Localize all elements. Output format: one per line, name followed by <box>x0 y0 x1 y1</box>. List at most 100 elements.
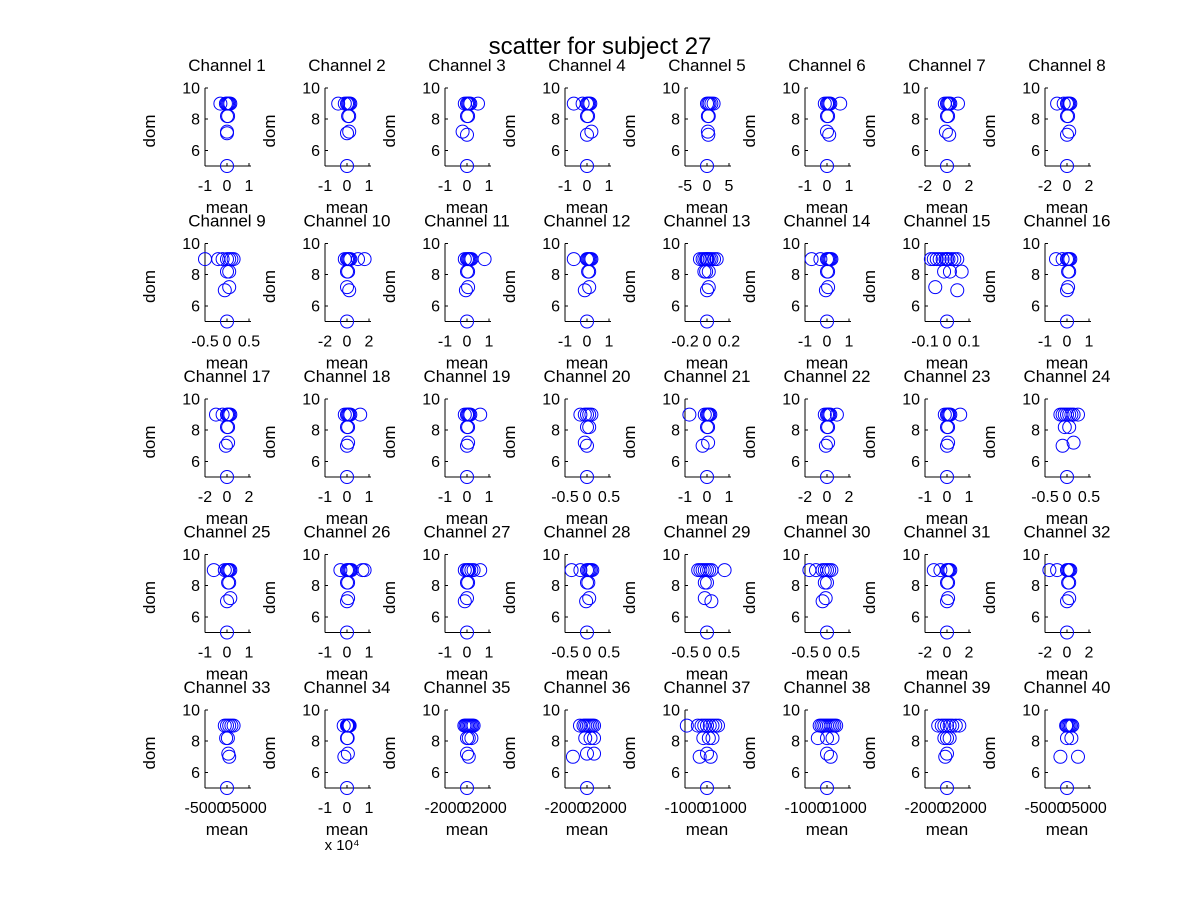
x-axis-label: mean <box>206 509 249 528</box>
panel-title: Channel 19 <box>424 367 511 386</box>
y-axis-label: dom <box>260 425 279 458</box>
y-tick-label: 6 <box>791 298 800 315</box>
x-axis-label: mean <box>926 509 969 528</box>
y-axis-label: dom <box>860 114 879 147</box>
panel-title: Channel 23 <box>904 367 991 386</box>
y-tick-label: 8 <box>791 734 800 751</box>
x-tick-label: 0.5 <box>838 645 860 662</box>
scatter-point <box>813 252 828 267</box>
y-tick-label: 10 <box>1022 236 1040 253</box>
scatter-point <box>1042 563 1057 578</box>
scatter-point <box>461 435 476 450</box>
x-tick-label: 0 <box>343 178 352 195</box>
x-tick-label: 0 <box>943 489 952 506</box>
scatter-point <box>923 252 938 267</box>
panel-title: Channel 33 <box>184 678 271 697</box>
x-tick-label: 1 <box>845 334 854 351</box>
y-tick-label: 8 <box>671 267 680 284</box>
scatter-point <box>1060 594 1074 609</box>
y-tick-label: 8 <box>911 112 920 129</box>
y-axis-label: dom <box>740 736 759 769</box>
y-axis-label: dom <box>620 270 639 303</box>
scatter-point <box>701 264 716 279</box>
x-tick-label: -1 <box>318 489 332 506</box>
panel-title: Channel 37 <box>664 678 751 697</box>
scatter-point <box>953 407 968 422</box>
x-tick-label: 0.5 <box>1078 489 1100 506</box>
y-tick-label: 6 <box>551 143 560 160</box>
scatter-point <box>950 283 965 298</box>
scatter-point <box>699 264 714 279</box>
scatter-point <box>1061 280 1076 295</box>
x-tick-label: 0 <box>823 800 832 817</box>
panel-13: Channel 13 6 8 10 -0.2 0 0.2 mean dom <box>620 212 750 373</box>
x-tick-label: 0 <box>1063 489 1072 506</box>
scatter-point <box>700 781 714 795</box>
y-tick-label: 8 <box>671 578 680 595</box>
scatter-point <box>940 731 954 746</box>
x-tick-label: 0 <box>943 800 952 817</box>
x-tick-label: 2 <box>1085 645 1094 662</box>
y-tick-label: 8 <box>191 267 200 284</box>
scatter-point <box>1060 731 1074 746</box>
scatter-point <box>823 749 838 764</box>
y-tick-label: 8 <box>311 578 320 595</box>
scatter-point <box>580 314 594 329</box>
y-axis-label: dom <box>260 114 279 147</box>
x-tick-label: 0 <box>703 645 712 662</box>
scatter-point <box>220 159 234 173</box>
x-tick-label: 0 <box>463 645 472 662</box>
scatter-point <box>582 280 597 295</box>
x-tick-label: -1 <box>678 489 692 506</box>
scatter-point <box>357 563 372 578</box>
scatter-point <box>825 731 840 746</box>
scatter-point <box>460 127 474 142</box>
scatter-point <box>950 252 965 267</box>
y-tick-label: 10 <box>302 547 320 564</box>
scatter-point <box>583 731 598 746</box>
scatter-point <box>942 731 957 746</box>
x-tick-label: 0.5 <box>598 645 620 662</box>
scatter-point <box>701 280 716 295</box>
scatter-point <box>223 591 238 606</box>
y-axis-label: dom <box>140 270 159 303</box>
y-tick-label: 8 <box>311 734 320 751</box>
x-tick-label: 1000 <box>711 800 747 817</box>
scatter-point <box>679 718 694 733</box>
scatter-point <box>700 575 714 590</box>
panel-20: Channel 20 6 8 10 -0.5 0 0.5 mean dom <box>500 367 630 528</box>
x-tick-label: 0 <box>1063 645 1072 662</box>
scatter-point <box>222 280 237 295</box>
panel-16: Channel 16 6 8 10 -1 0 1 mean dom <box>980 212 1110 373</box>
scatter-point <box>581 109 596 124</box>
scatter-point <box>818 283 833 298</box>
y-tick-label: 6 <box>1031 454 1040 471</box>
x-tick-label: -5000 <box>1025 800 1066 817</box>
x-tick-label: -2 <box>798 489 812 506</box>
x-tick-label: 0 <box>463 178 472 195</box>
scatter-point <box>473 563 488 578</box>
scatter-point <box>940 159 954 173</box>
y-tick-label: 8 <box>551 423 560 440</box>
scatter-point <box>820 746 834 761</box>
x-axis-label: mean <box>446 665 489 684</box>
scatter-point <box>1060 781 1074 795</box>
scatter-point <box>460 159 474 173</box>
panel-title: Channel 9 <box>188 212 266 231</box>
y-axis-label: dom <box>260 581 279 614</box>
scatter-point <box>226 718 241 733</box>
y-tick-label: 10 <box>782 81 800 98</box>
panel-6: Channel 6 6 8 10 -1 0 1 mean dom <box>740 56 866 217</box>
scatter-point <box>822 127 837 142</box>
x-axis-label: mean <box>566 354 609 373</box>
panel-title: Channel 13 <box>664 212 751 231</box>
x-axis-label: mean <box>446 198 489 217</box>
x-tick-label: -0.1 <box>911 334 939 351</box>
scatter-point <box>818 591 833 606</box>
x-axis-label: mean <box>1046 820 1089 839</box>
scatter-point <box>833 96 848 111</box>
scatter-point <box>701 731 716 746</box>
y-tick-label: 10 <box>182 81 200 98</box>
